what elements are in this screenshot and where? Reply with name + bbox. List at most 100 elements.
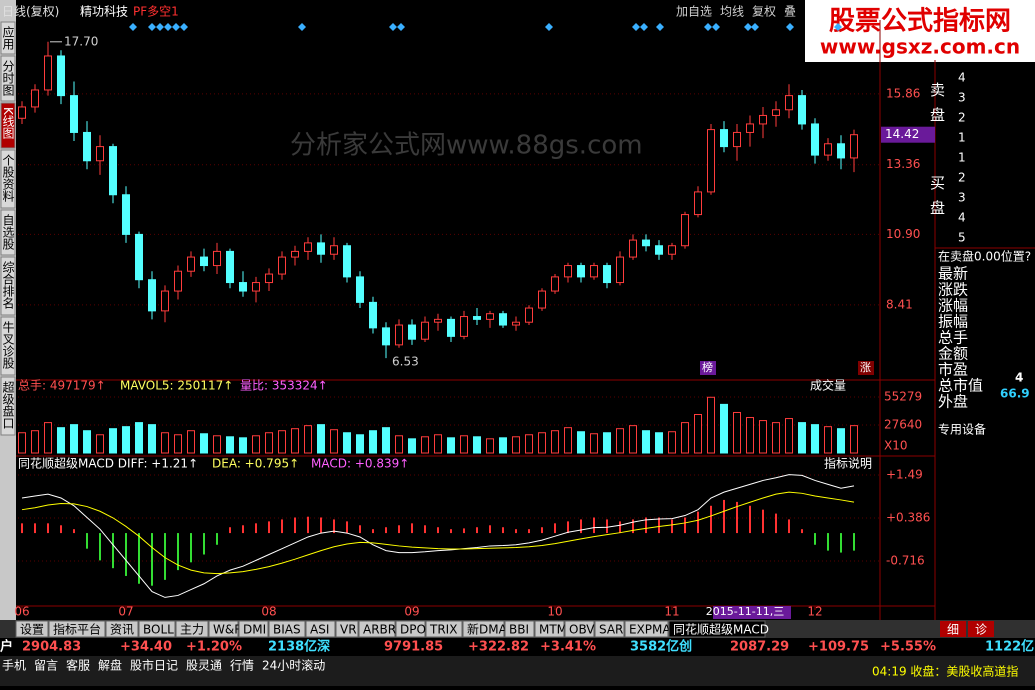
tab[interactable]: [594, 620, 625, 638]
tab-label[interactable]: DMI: [243, 623, 266, 637]
sidebar-tab[interactable]: [0, 149, 16, 209]
footer-link[interactable]: 手机: [2, 659, 26, 673]
tab[interactable]: [462, 620, 505, 638]
volume-bar: [174, 434, 182, 454]
sell-level: 4: [958, 71, 966, 85]
footer-link[interactable]: 24小时滚动: [262, 658, 325, 673]
sidebar-tab[interactable]: [0, 209, 16, 256]
tab[interactable]: [668, 620, 766, 638]
tab[interactable]: [208, 620, 239, 638]
tab-label[interactable]: OBV: [569, 623, 595, 637]
tab-label[interactable]: BBI: [509, 623, 529, 637]
tab[interactable]: [138, 620, 176, 638]
indicator-help[interactable]: 指标说明: [824, 456, 872, 471]
signal-diamond: [156, 23, 164, 31]
sidebar-label[interactable]: 分时图: [1, 60, 15, 96]
sidebar-label[interactable]: 牛叉诊股: [1, 320, 15, 370]
tab-label[interactable]: BOLL: [143, 623, 174, 637]
signal-diamond: [834, 23, 842, 31]
sidebar-tab[interactable]: [0, 55, 16, 102]
tab[interactable]: [358, 620, 396, 638]
tab-label[interactable]: MTM: [539, 623, 567, 637]
side-tab-label[interactable]: 细: [947, 623, 959, 637]
candle-body: [642, 239, 650, 247]
side-tab[interactable]: [968, 621, 994, 637]
tab[interactable]: [534, 620, 565, 638]
toolbar-button[interactable]: 复权: [752, 5, 776, 19]
tab-label[interactable]: SAR: [599, 623, 623, 637]
tab-label[interactable]: 同花顺超级MACD: [673, 622, 769, 637]
sidebar-label[interactable]: 个股资料: [1, 154, 15, 202]
volume-bar: [512, 436, 520, 454]
volume-selector[interactable]: 成交量: [810, 378, 846, 393]
tab[interactable]: [268, 620, 306, 638]
tab[interactable]: [48, 620, 106, 638]
tab-label[interactable]: BIAS: [273, 623, 301, 637]
sidebar-tab[interactable]: [0, 102, 16, 149]
tab[interactable]: [425, 620, 463, 638]
candle-body: [304, 242, 312, 252]
tab-label[interactable]: VR: [340, 623, 357, 637]
tab-label[interactable]: EXPMA: [629, 623, 671, 637]
tab[interactable]: [15, 620, 49, 638]
footer-link[interactable]: 解盘: [98, 658, 122, 673]
footer-link[interactable]: 股灵通: [186, 659, 222, 673]
candle-body: [759, 114, 767, 125]
tab-label[interactable]: TRIX: [429, 623, 457, 637]
sidebar-label[interactable]: 综合排名: [1, 261, 15, 309]
tab[interactable]: [335, 620, 359, 638]
news: 04:19 收盘：美股收高道指: [872, 664, 1018, 679]
footer-link[interactable]: 行情: [230, 659, 254, 673]
signal-diamond: [786, 23, 794, 31]
tab[interactable]: [564, 620, 595, 638]
volume-bar: [447, 437, 455, 454]
tab-label[interactable]: 设置: [20, 623, 44, 637]
sidebar-label[interactable]: 自选股: [1, 214, 15, 251]
sidebar-label[interactable]: K线图: [1, 107, 15, 139]
tab[interactable]: [395, 620, 426, 638]
volume-title: MAVOL5: 250117↑: [120, 379, 233, 393]
tab[interactable]: [238, 620, 269, 638]
volume-bar: [837, 428, 845, 454]
toolbar-button[interactable]: 均线: [720, 5, 744, 19]
volume-bar: [499, 437, 507, 454]
x-tick-label: 09: [404, 605, 419, 619]
tab[interactable]: [504, 620, 535, 638]
tab-label[interactable]: 指标平台: [53, 622, 101, 637]
candle-body: [57, 55, 65, 97]
candle-body: [252, 282, 260, 292]
sidebar-tab[interactable]: [0, 256, 16, 316]
volume-scale: X10: [884, 439, 908, 453]
sidebar-label[interactable]: 超级盘口: [1, 380, 15, 429]
side-tab-label[interactable]: 诊: [975, 623, 987, 637]
tab[interactable]: [305, 620, 336, 638]
footer-link[interactable]: 股市日记: [130, 658, 178, 673]
tab[interactable]: [105, 620, 139, 638]
candle-body: [486, 313, 494, 320]
footer-link[interactable]: 客服: [66, 658, 90, 673]
tab-label[interactable]: ASI: [310, 623, 329, 637]
quote-field: 涨跌: [938, 281, 968, 299]
sidebar-tab[interactable]: [0, 21, 16, 55]
tab-label[interactable]: W&R: [213, 623, 243, 637]
signal-diamond: [704, 23, 712, 31]
sidebar-tab[interactable]: [0, 376, 16, 436]
tab-label[interactable]: ARBR: [363, 623, 396, 637]
sidebar-label[interactable]: 应用: [1, 25, 15, 51]
tab[interactable]: [175, 620, 209, 638]
footer-link[interactable]: 留言: [34, 659, 58, 673]
tab-label[interactable]: 资讯: [110, 623, 134, 637]
side-tab[interactable]: [940, 621, 966, 637]
tab-label[interactable]: 新DMA: [467, 622, 508, 637]
candle-body: [408, 324, 416, 340]
tab[interactable]: [624, 620, 669, 638]
sidebar-tab[interactable]: [0, 316, 16, 376]
toolbar-button[interactable]: 加自选: [676, 5, 712, 19]
volume-bar: [421, 436, 429, 454]
tab-label[interactable]: DPO: [400, 623, 426, 637]
volume-bar: [317, 424, 325, 454]
toolbar-button[interactable]: 叠: [784, 5, 796, 19]
candle-body: [226, 250, 234, 284]
volume-bar: [226, 436, 234, 454]
tab-label[interactable]: 主力: [180, 623, 204, 637]
